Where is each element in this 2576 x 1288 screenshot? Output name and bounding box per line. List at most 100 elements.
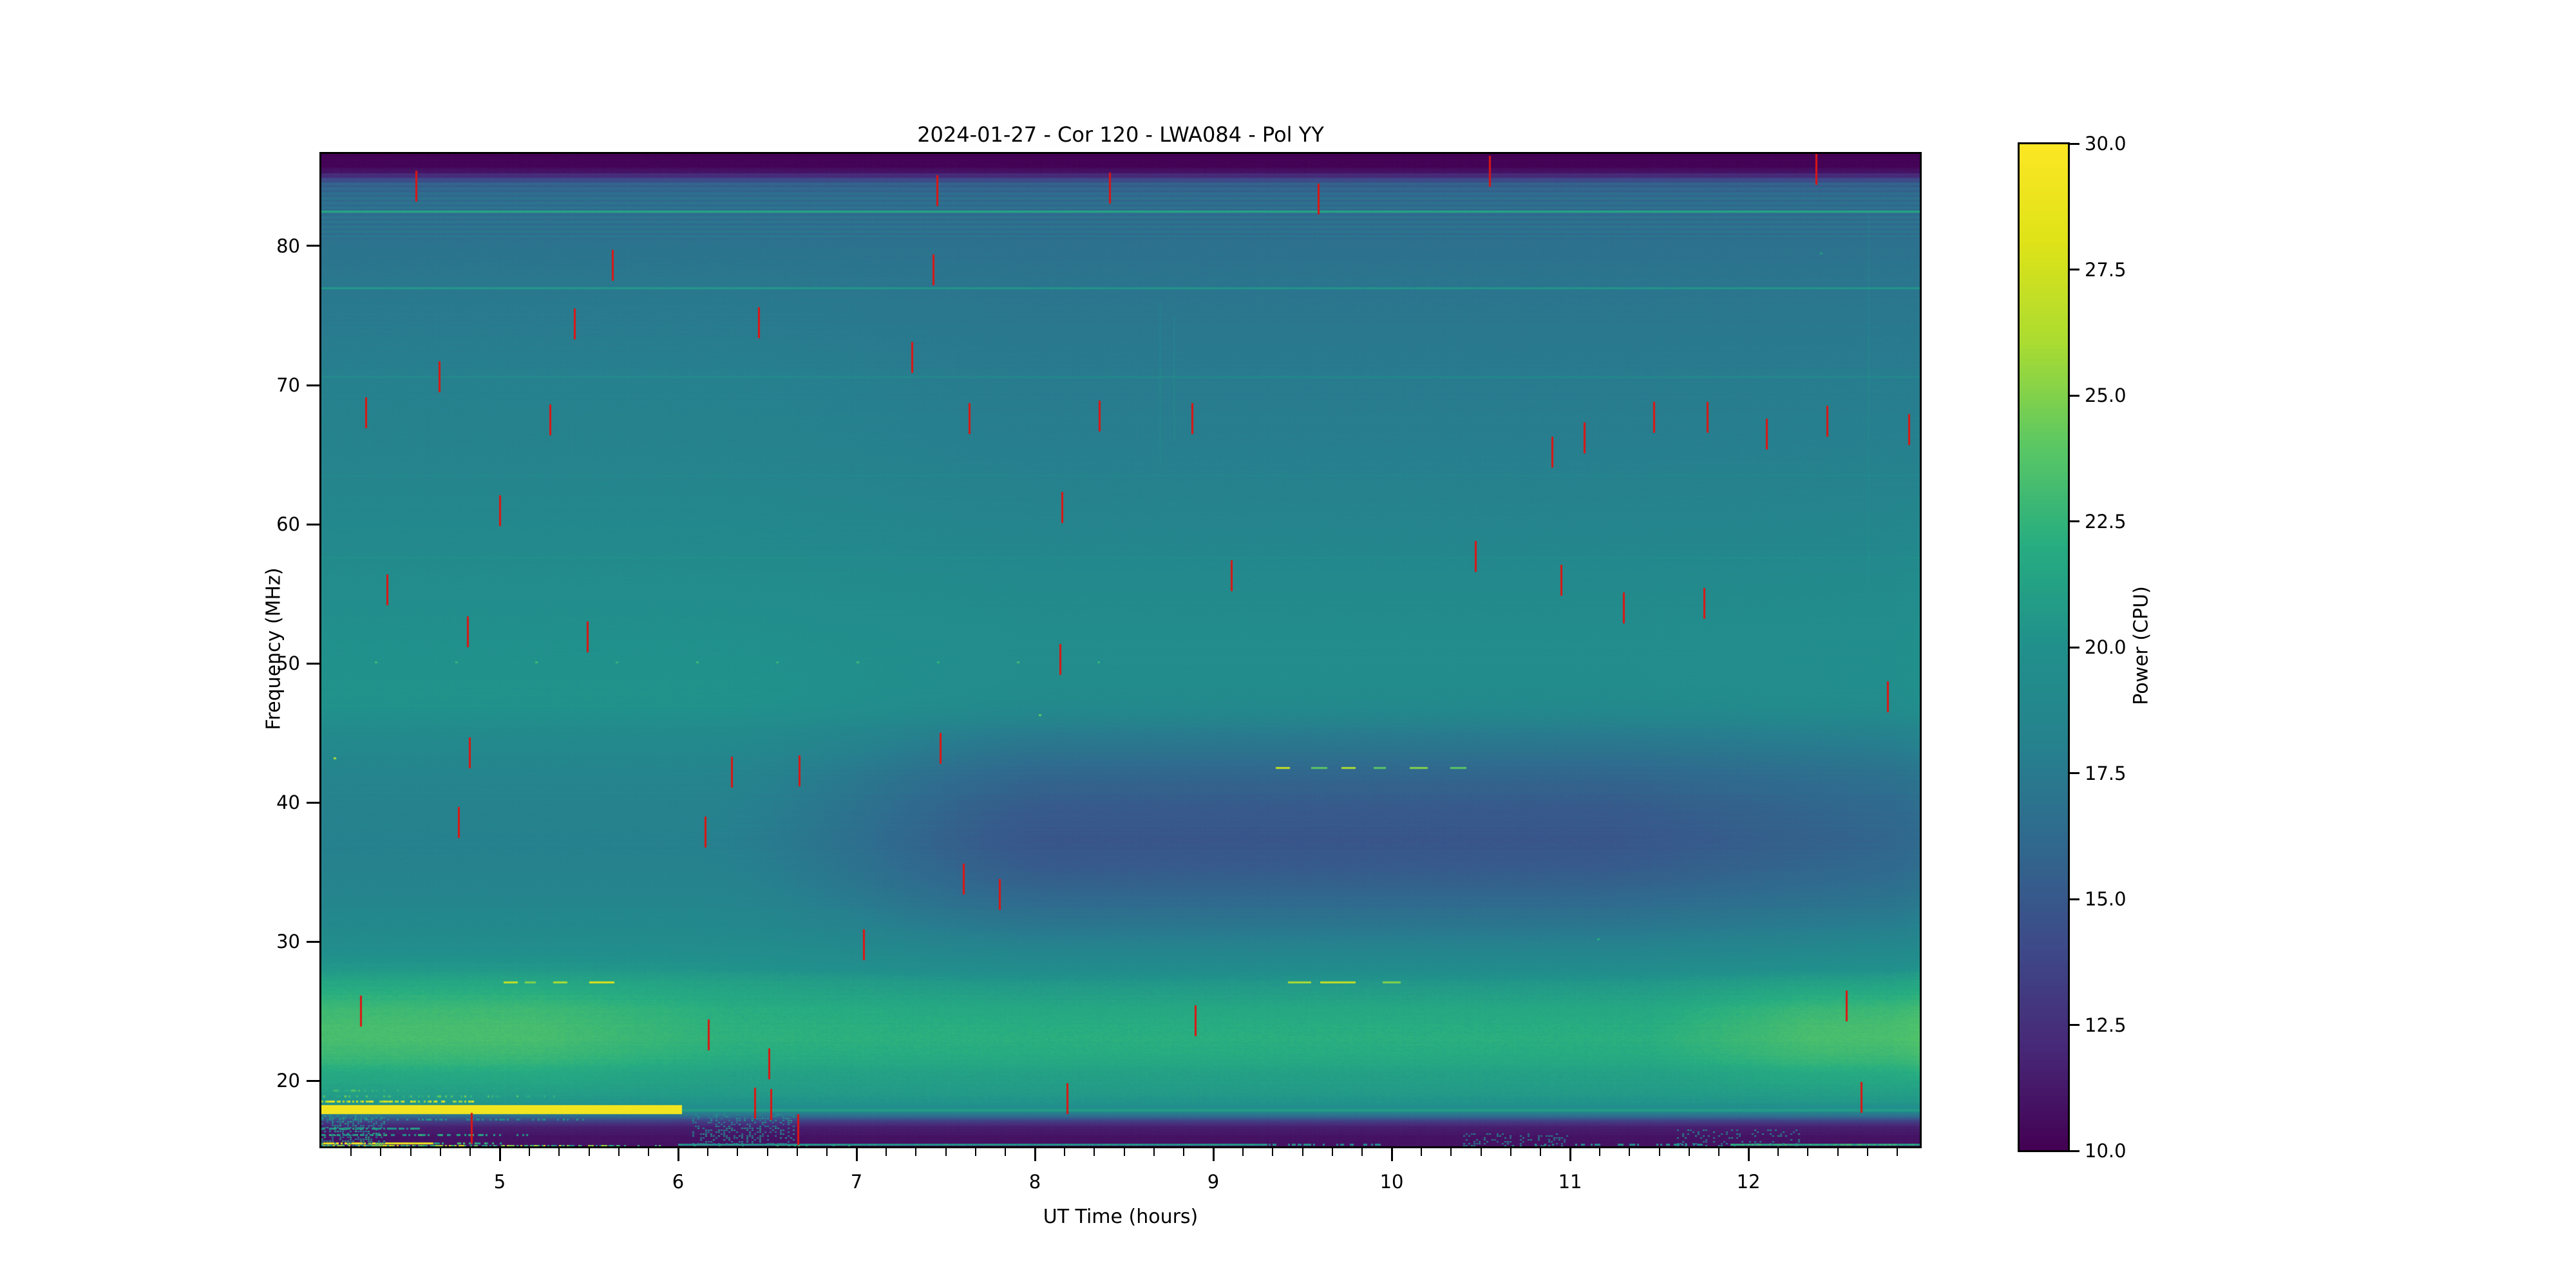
plot-title: 2024-01-27 - Cor 120 - LWA084 - Pol YY	[917, 122, 1324, 147]
colorbar-tick	[2070, 772, 2079, 774]
x-minor-tick	[469, 1148, 471, 1156]
x-minor-tick	[1064, 1148, 1066, 1156]
colorbar-tick	[2070, 394, 2079, 397]
y-major-tick	[307, 801, 319, 804]
x-minor-tick	[1658, 1148, 1660, 1156]
x-tick-label: 10	[1379, 1171, 1404, 1193]
x-minor-tick	[588, 1148, 590, 1156]
x-minor-tick	[1153, 1148, 1155, 1156]
y-tick-label: 60	[276, 513, 300, 535]
y-tick-label: 70	[276, 374, 300, 396]
x-minor-tick	[350, 1148, 352, 1156]
x-minor-tick	[1777, 1148, 1779, 1156]
x-major-tick	[1390, 1148, 1393, 1161]
x-tick-label: 7	[850, 1171, 863, 1193]
x-minor-tick	[1629, 1148, 1631, 1156]
colorbar-tick-label: 22.5	[2085, 510, 2126, 533]
x-minor-tick	[529, 1148, 531, 1156]
y-tick-label: 40	[276, 791, 300, 814]
y-tick-label: 20	[276, 1070, 300, 1092]
colorbar-tick	[2070, 1024, 2079, 1026]
x-tick-label: 5	[493, 1171, 506, 1193]
x-minor-tick	[1242, 1148, 1244, 1156]
x-major-tick	[1569, 1148, 1571, 1161]
x-minor-tick	[766, 1148, 768, 1156]
x-minor-tick	[1599, 1148, 1601, 1156]
x-minor-tick	[1123, 1148, 1125, 1156]
x-minor-tick	[1302, 1148, 1303, 1156]
x-minor-tick	[1421, 1148, 1423, 1156]
y-tick-label: 30	[276, 931, 300, 953]
x-minor-tick	[886, 1148, 887, 1156]
x-minor-tick	[1272, 1148, 1274, 1156]
x-minor-tick	[945, 1148, 947, 1156]
x-minor-tick	[1480, 1148, 1482, 1156]
x-major-tick	[855, 1148, 858, 1161]
x-minor-tick	[410, 1148, 412, 1156]
x-minor-tick	[707, 1148, 709, 1156]
x-minor-tick	[974, 1148, 976, 1156]
x-minor-tick	[1896, 1148, 1898, 1156]
x-tick-label: 12	[1736, 1171, 1761, 1193]
colorbar-label: Power (CPU)	[2130, 586, 2153, 705]
x-minor-tick	[826, 1148, 828, 1156]
x-minor-tick	[1837, 1148, 1839, 1156]
colorbar-tick-label: 10.0	[2085, 1140, 2126, 1162]
colorbar-tick	[2070, 520, 2079, 522]
x-major-tick	[1034, 1148, 1036, 1161]
colorbar-tick	[2070, 1150, 2079, 1152]
x-minor-tick	[558, 1148, 560, 1156]
x-tick-label: 11	[1558, 1171, 1582, 1193]
x-minor-tick	[1688, 1148, 1690, 1156]
x-minor-tick	[915, 1148, 917, 1156]
x-minor-tick	[439, 1148, 441, 1156]
x-minor-tick	[737, 1148, 739, 1156]
x-major-tick	[1747, 1148, 1750, 1161]
colorbar-tick-label: 25.0	[2085, 384, 2126, 406]
colorbar-tick	[2070, 898, 2079, 900]
x-tick-label: 9	[1207, 1171, 1220, 1193]
x-major-tick	[1212, 1148, 1215, 1161]
x-tick-label: 6	[672, 1171, 685, 1193]
x-minor-tick	[647, 1148, 649, 1156]
y-major-tick	[307, 384, 319, 386]
colorbar-tick-label: 20.0	[2085, 636, 2126, 658]
x-minor-tick	[1004, 1148, 1006, 1156]
x-axis-label: UT Time (hours)	[1043, 1206, 1198, 1228]
colorbar-tick-label: 12.5	[2085, 1014, 2126, 1036]
y-major-tick	[307, 245, 319, 247]
x-minor-tick	[1331, 1148, 1333, 1156]
colorbar-tick-label: 17.5	[2085, 762, 2126, 784]
x-minor-tick	[618, 1148, 620, 1156]
x-tick-label: 8	[1028, 1171, 1041, 1193]
x-major-tick	[677, 1148, 679, 1161]
colorbar-tick-label: 15.0	[2085, 888, 2126, 910]
x-minor-tick	[1094, 1148, 1095, 1156]
colorbar-tick	[2070, 269, 2079, 270]
x-minor-tick	[1182, 1148, 1184, 1156]
colorbar-tick	[2070, 142, 2079, 145]
x-minor-tick	[1807, 1148, 1809, 1156]
x-minor-tick	[1539, 1148, 1541, 1156]
colorbar-tick-label: 30.0	[2085, 133, 2126, 155]
y-major-tick	[307, 662, 319, 665]
colorbar-tick-label: 27.5	[2085, 258, 2126, 281]
x-minor-tick	[380, 1148, 382, 1156]
x-minor-tick	[796, 1148, 798, 1156]
x-minor-tick	[1510, 1148, 1511, 1156]
spectrogram-heatmap	[321, 154, 1920, 1146]
x-minor-tick	[1450, 1148, 1452, 1156]
y-tick-label: 80	[276, 234, 300, 257]
y-axis-label: Frequency (MHz)	[262, 567, 285, 730]
y-major-tick	[307, 1079, 319, 1082]
y-major-tick	[307, 940, 319, 943]
x-minor-tick	[1718, 1148, 1719, 1156]
y-tick-label: 50	[276, 652, 300, 675]
colorbar-tick	[2070, 646, 2079, 649]
x-major-tick	[498, 1148, 501, 1161]
y-major-tick	[307, 523, 319, 526]
x-minor-tick	[1361, 1148, 1363, 1156]
colorbar-gradient	[2019, 144, 2069, 1151]
x-minor-tick	[1866, 1148, 1868, 1156]
